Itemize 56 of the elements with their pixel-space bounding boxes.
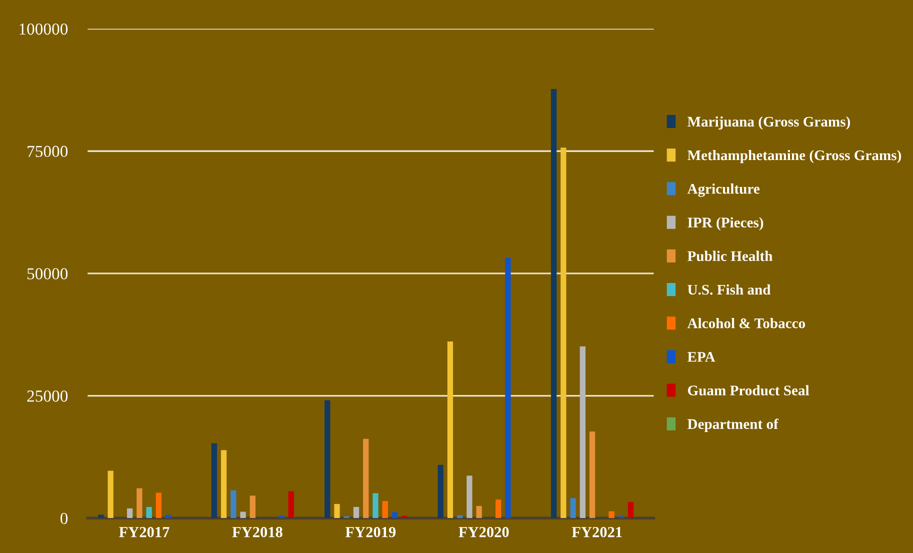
y-tick-label: 100000: [20, 23, 68, 35]
bar: [382, 501, 388, 518]
x-tick-label: FY2020: [458, 526, 509, 538]
x-tick-label: FY2021: [572, 526, 622, 538]
legend-label: U.S. Fish and: [688, 284, 771, 295]
bar: [372, 493, 378, 518]
bar: [476, 506, 482, 518]
bar: [126, 508, 133, 518]
bar: [505, 258, 511, 518]
y-tick-label: 25000: [27, 390, 68, 402]
legend-label: Agriculture: [687, 184, 760, 197]
bar: [353, 506, 360, 518]
y-tick-label: 75000: [28, 146, 68, 158]
bar: [560, 148, 566, 518]
bar: [108, 470, 114, 518]
legend-label: Guam Product Seal: [688, 385, 810, 396]
bar: [324, 400, 330, 518]
bar: [466, 476, 472, 518]
bar: [628, 502, 634, 518]
bar: [220, 450, 227, 518]
bar: [230, 490, 236, 518]
x-tick-label: FY2017: [119, 526, 170, 538]
bar: [146, 506, 152, 518]
bar: [495, 500, 502, 518]
bar: [580, 346, 586, 518]
bar: [392, 512, 398, 518]
y-tick-label: 0: [60, 512, 68, 524]
bar: [608, 511, 614, 518]
bar: [402, 516, 408, 518]
x-tick-label: FY2018: [232, 526, 282, 538]
bar: [136, 488, 142, 518]
bar: [250, 496, 256, 518]
bar: [570, 498, 576, 518]
legend-label: Department of: [688, 418, 779, 432]
bar: [211, 443, 217, 518]
bar: [363, 438, 369, 518]
x-tick-label: FY2019: [345, 526, 396, 538]
bar: [334, 504, 340, 518]
bar: [550, 88, 557, 518]
bar: [240, 512, 246, 518]
bar: [447, 341, 454, 518]
bar: [165, 514, 172, 518]
bar: [457, 515, 463, 518]
legend-label: Public Health: [688, 250, 773, 262]
legend-label: EPA: [688, 352, 716, 362]
legend-label: Alcohol & Tobacco: [687, 318, 806, 328]
legend-label: Marijuana (Gross Grams): [688, 116, 850, 130]
bar: [98, 514, 104, 518]
bar: [288, 491, 294, 518]
y-tick-label: 50000: [28, 268, 68, 280]
legend-label: Methamphetamine (Gross Grams): [688, 150, 902, 164]
bar: [278, 516, 284, 518]
legend-label: IPR (Pieces): [688, 217, 764, 230]
bar: [438, 464, 444, 518]
bar: [589, 432, 596, 518]
bar: [156, 492, 162, 518]
